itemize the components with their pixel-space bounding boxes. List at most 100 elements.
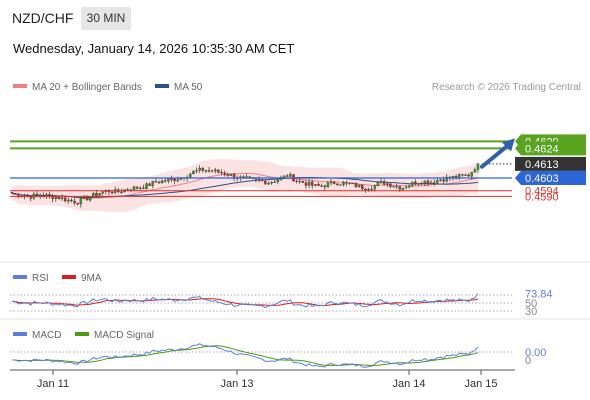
macd-panel: 0.000: [10, 343, 546, 368]
legend-rsi: RSI: [32, 273, 49, 284]
candle: [382, 179, 386, 186]
x-tick: Jan 13: [220, 370, 254, 390]
level-pivot-3: 0.4603: [10, 171, 586, 185]
candle: [214, 167, 217, 174]
candle: [354, 182, 358, 189]
candle: [357, 184, 361, 189]
candle: [320, 183, 323, 188]
candle: [148, 182, 151, 186]
bollinger-band: [12, 158, 478, 213]
candle: [220, 169, 223, 176]
x-tick-label: Jan 13: [220, 378, 253, 390]
candle: [429, 179, 433, 185]
chart-datetime: Wednesday, January 14, 2026 10:35:30 AM …: [13, 41, 295, 56]
macd-last-value: 0.00: [525, 347, 546, 359]
candle: [229, 173, 233, 177]
rsi-tick-50: 50: [525, 298, 537, 310]
rsi-tick-30: 30: [525, 306, 537, 318]
candle: [423, 180, 427, 187]
candle: [461, 174, 464, 177]
candle: [204, 169, 208, 173]
candle: [276, 178, 280, 185]
rsi-last-value: 73.84: [525, 288, 553, 300]
candle: [210, 169, 214, 173]
candle: [207, 167, 211, 173]
candle: [157, 180, 161, 184]
symbol-title: NZD/CHF: [12, 10, 74, 26]
candle: [48, 191, 51, 199]
candle: [339, 184, 342, 186]
candle: [223, 170, 226, 177]
candle: [392, 185, 395, 188]
candle: [154, 178, 158, 183]
candle: [295, 179, 298, 184]
candle: [304, 179, 308, 189]
candle: [73, 197, 76, 206]
legend-swatch-ma50: [155, 84, 169, 88]
candle: [351, 182, 355, 185]
candle: [201, 167, 205, 173]
candle: [389, 183, 392, 189]
candle: [67, 197, 70, 204]
candle: [198, 165, 201, 173]
candle: [217, 169, 220, 174]
legend-swatch-9ma: [62, 275, 76, 279]
candle: [170, 175, 173, 183]
candle: [317, 182, 320, 186]
macd-tick-0: 0: [525, 355, 531, 367]
support-label: 0.4594: [525, 186, 559, 198]
candle: [376, 181, 380, 187]
candle: [439, 178, 442, 182]
legend-ma20: MA 20 + Bollinger Bands: [32, 82, 142, 93]
candle: [151, 180, 154, 189]
candle: [473, 167, 477, 173]
candle: [417, 183, 420, 186]
candle: [420, 181, 423, 186]
level-resistance-1: 0.4624: [10, 141, 586, 156]
candle: [101, 191, 104, 196]
candle: [314, 184, 317, 187]
legend-swatch-macd: [13, 332, 27, 336]
candle: [298, 177, 301, 185]
candle: [173, 177, 176, 185]
candle: [326, 180, 330, 188]
candle: [467, 173, 470, 178]
last-price-label: 0.4613: [525, 159, 559, 171]
candle: [432, 179, 436, 186]
candle: [407, 184, 411, 189]
candle: [79, 197, 83, 208]
candle: [257, 176, 261, 183]
x-tick: Jan 11: [37, 370, 69, 390]
legend-swatch-macd-signal: [75, 332, 89, 336]
forecast-arrow: [480, 138, 515, 169]
candle: [379, 178, 383, 184]
candle: [414, 179, 417, 186]
candle: [88, 196, 92, 202]
legend-ma50: MA 50: [174, 82, 203, 93]
candle: [345, 180, 348, 187]
rsi-line: [11, 293, 479, 309]
credit-text: Research © 2026 Trading Central: [432, 82, 581, 93]
x-tick-label: Jan 15: [464, 378, 497, 390]
candle: [82, 194, 86, 200]
candle: [120, 188, 123, 194]
candle: [270, 181, 273, 185]
timeframe-badge[interactable]: 30 MIN: [81, 7, 131, 30]
candle: [163, 178, 167, 183]
legend-macd: MACD: [32, 330, 61, 341]
x-tick-label: Jan 11: [37, 378, 69, 390]
level-support-5: 0.4590: [10, 191, 559, 203]
candle: [113, 186, 117, 194]
candle: [264, 179, 267, 185]
x-tick: Jan 14: [392, 370, 426, 390]
candle: [195, 167, 198, 174]
candle: [192, 170, 195, 175]
candle: [145, 182, 148, 190]
candle: [329, 179, 333, 186]
candle: [464, 173, 467, 176]
candle: [260, 178, 264, 182]
